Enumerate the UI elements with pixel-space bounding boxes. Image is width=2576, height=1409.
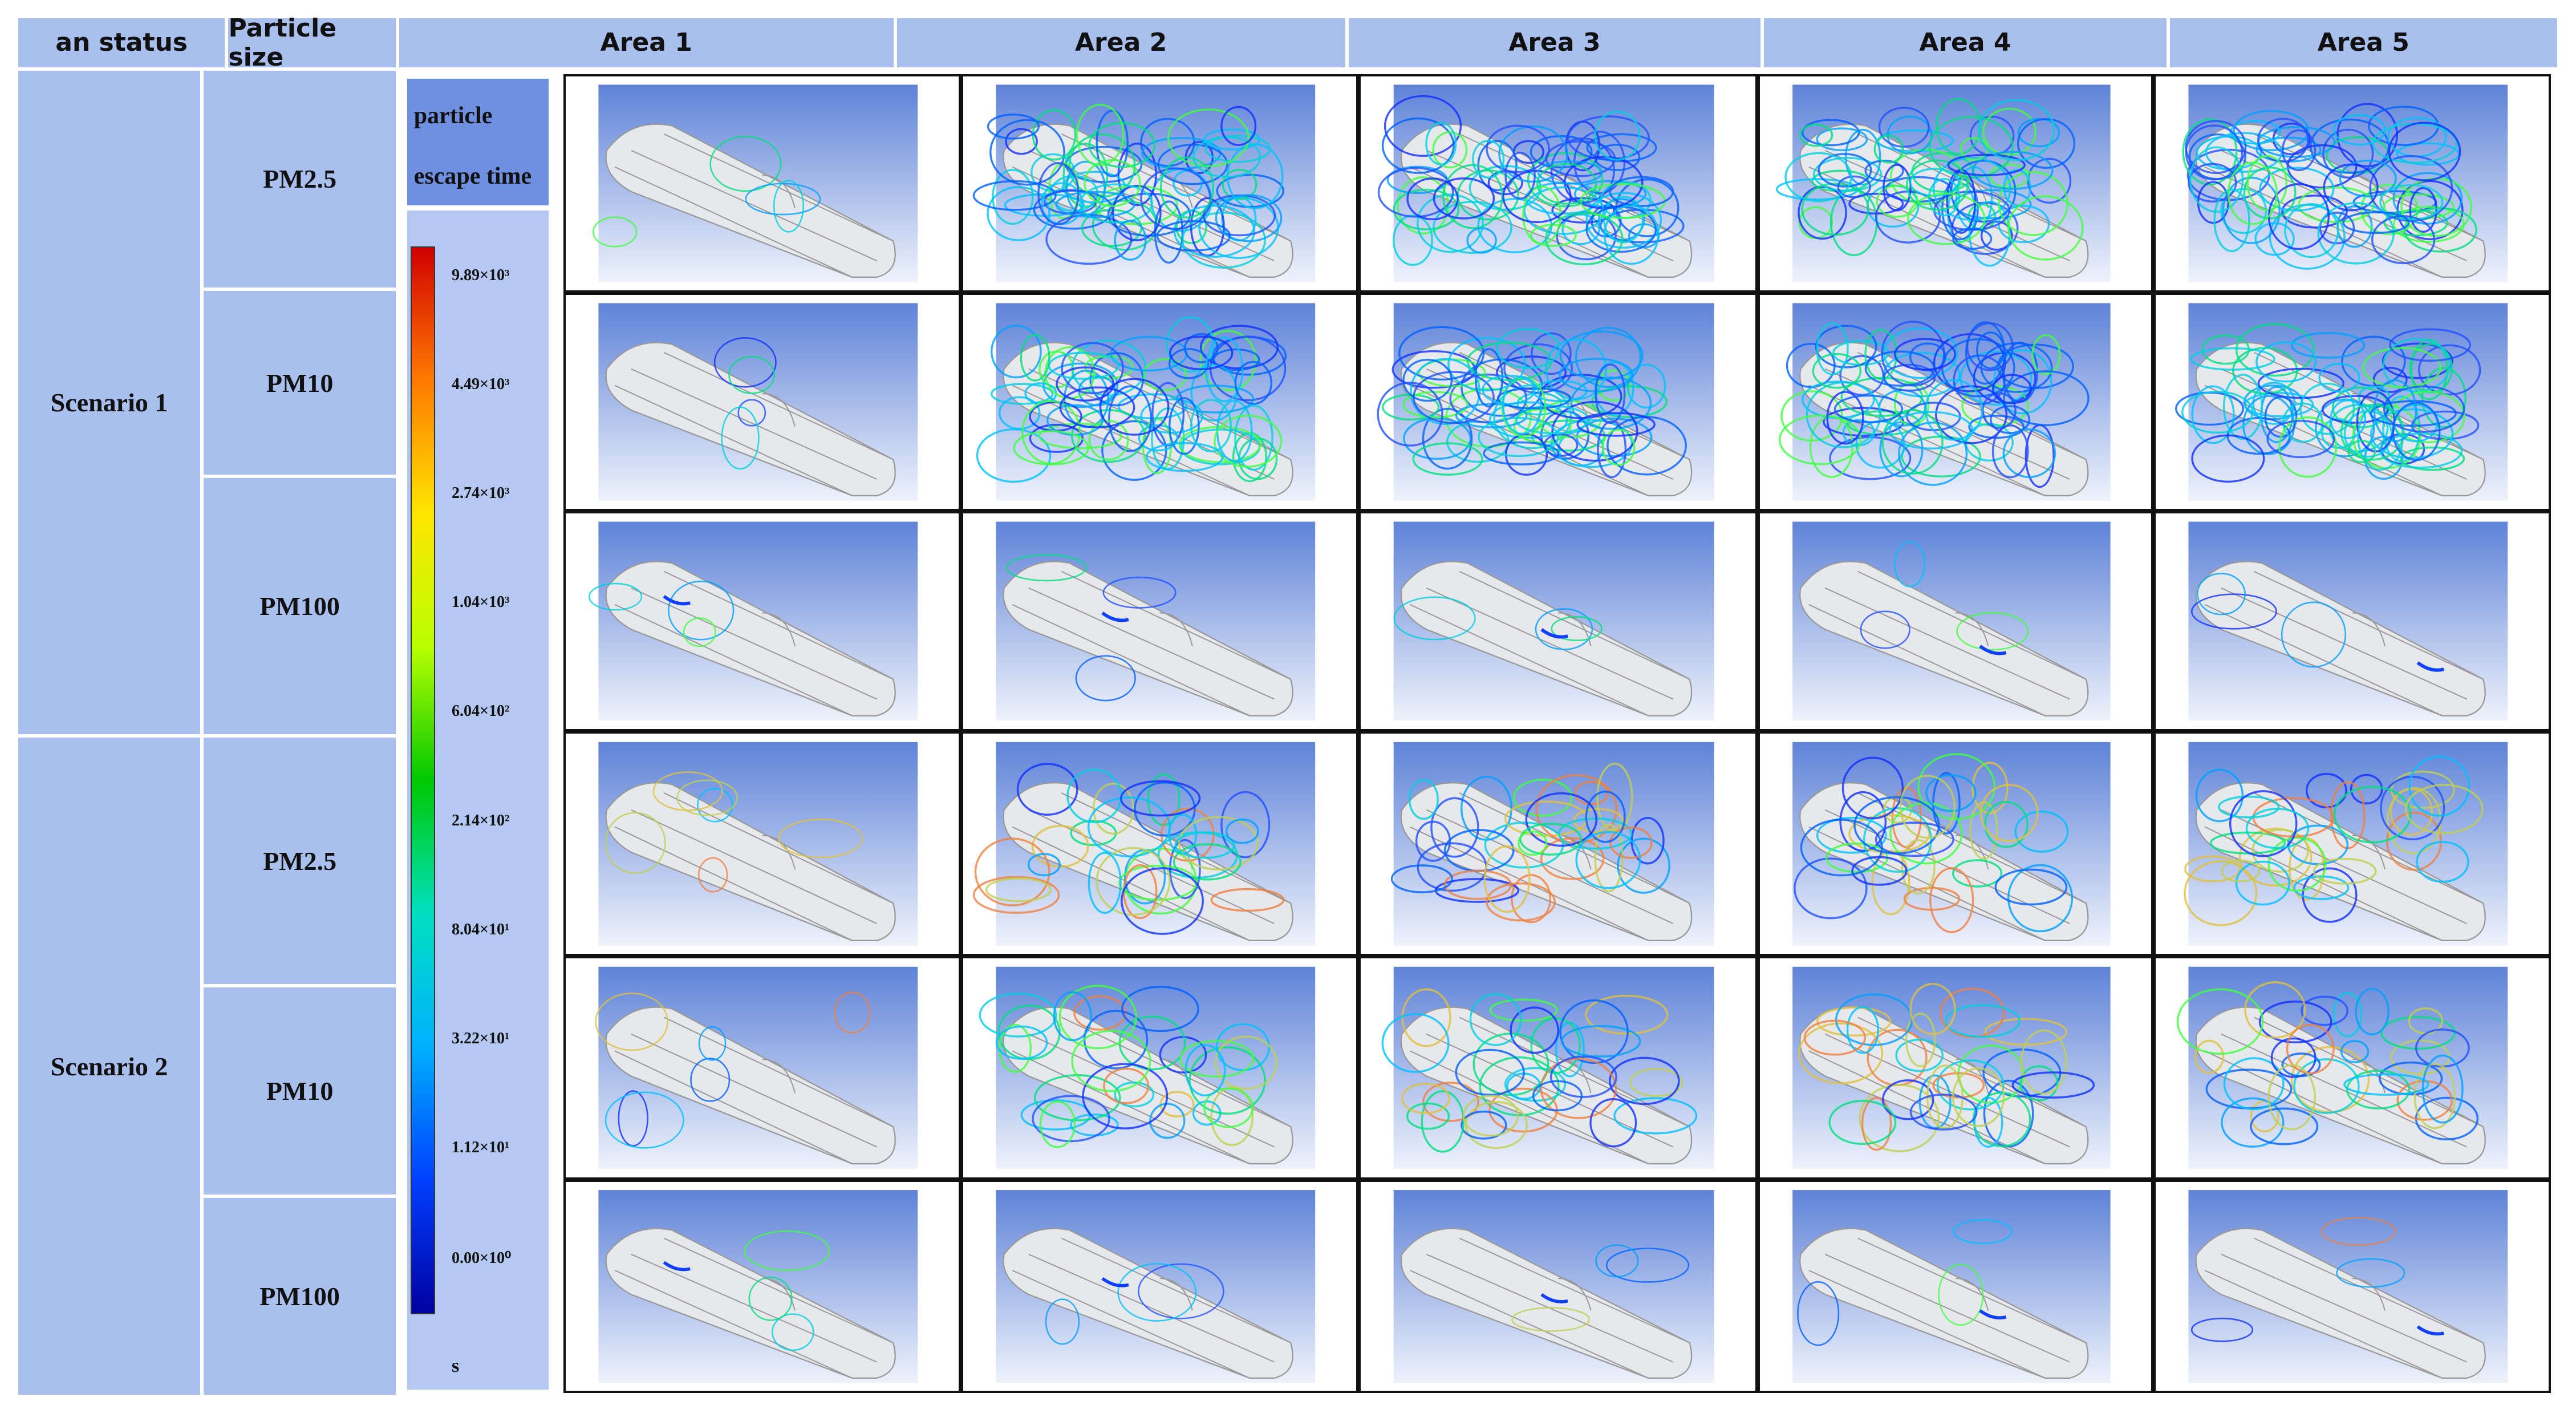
legend-title: escape time (413, 163, 532, 190)
column-header: Area 1 (397, 16, 895, 69)
particle-size-label: PM2.5 (202, 736, 397, 986)
flow-visualization (1775, 84, 2111, 282)
simulation-image (2153, 511, 2551, 731)
simulation-image (563, 511, 961, 731)
simulation-image (1358, 1179, 1758, 1394)
colorbar-tick-label: 9.89×10³ (452, 266, 510, 284)
flow-visualization (1792, 521, 2111, 721)
flow-visualization (598, 742, 918, 946)
simulation-image (1358, 292, 1758, 511)
colorbar (411, 246, 436, 1314)
flow-visualization (2188, 1189, 2508, 1383)
simulation-image (1757, 74, 2153, 293)
legend-title-box (407, 79, 549, 205)
flow-visualization (976, 303, 1315, 501)
flow-visualization (588, 521, 918, 721)
simulation-image (1757, 731, 2153, 957)
particle-size-label: PM2.5 (202, 68, 397, 289)
particle-size-label: PM10 (202, 289, 397, 477)
simulation-image (1757, 511, 2153, 731)
colorbar-tick-label: 8.04×10¹ (452, 920, 510, 938)
flow-visualization (1381, 966, 1714, 1169)
simulation-image (563, 1179, 961, 1394)
particle-size-label: PM10 (202, 986, 397, 1196)
column-header: Particle size (226, 14, 397, 72)
simulation-image (1358, 731, 1758, 957)
simulation-image (2153, 74, 2551, 293)
colorbar-tick-label: 1.12×10¹ (452, 1139, 510, 1157)
legend-title: particle (413, 102, 493, 129)
simulation-image (960, 74, 1358, 293)
simulation-image (2153, 956, 2551, 1180)
simulation-image (563, 956, 961, 1180)
flow-visualization (1792, 1189, 2111, 1383)
colorbar-tick-label: 0.00×10⁰ (452, 1249, 512, 1267)
colorbar-tick-label: 4.49×10³ (452, 375, 510, 393)
flow-visualization (1393, 1189, 1714, 1383)
flow-visualization (1778, 303, 2111, 501)
colorbar-tick-label: 3.22×10¹ (452, 1030, 510, 1048)
column-header: Area 3 (1346, 16, 1763, 69)
simulation-image (960, 731, 1358, 957)
simulation-image (563, 731, 961, 957)
flow-visualization (598, 1189, 918, 1383)
particle-size-label: PM100 (202, 1196, 397, 1396)
flow-visualization (2182, 84, 2508, 282)
simulation-image (960, 956, 1358, 1180)
simulation-image (1358, 956, 1758, 1180)
flow-visualization (598, 303, 918, 501)
flow-visualization (2175, 303, 2508, 501)
simulation-image (1358, 74, 1758, 293)
colorbar-tick-label: 1.04×10³ (452, 593, 510, 612)
colorbar-tick-label: 2.74×10³ (452, 484, 510, 503)
flow-visualization (1792, 966, 2111, 1169)
flow-visualization (979, 966, 1315, 1169)
column-header: an status (16, 16, 227, 69)
flow-visualization (1390, 742, 1714, 946)
simulation-image (1757, 292, 2153, 511)
flow-visualization (592, 84, 918, 282)
flow-visualization (2188, 521, 2508, 721)
simulation-image (960, 1179, 1358, 1394)
column-header: Area 2 (895, 16, 1347, 69)
flow-visualization (1377, 84, 1714, 282)
flow-visualization (1377, 303, 1714, 501)
column-header: Area 4 (1762, 16, 2168, 69)
simulation-image (563, 74, 961, 293)
simulation-image (2153, 731, 2551, 957)
simulation-image (1358, 511, 1758, 731)
simulation-image (960, 511, 1358, 731)
flow-visualization (595, 966, 918, 1169)
flow-visualization (1792, 742, 2111, 946)
simulation-image (1757, 1179, 2153, 1394)
colorbar-tick-label: 2.14×10² (452, 811, 510, 829)
simulation-image (2153, 1179, 2551, 1394)
colorbar-unit: s (452, 1355, 460, 1376)
simulation-image (960, 292, 1358, 511)
flow-visualization (996, 1189, 1315, 1383)
simulation-image (2153, 292, 2551, 511)
flow-visualization (2176, 966, 2508, 1169)
scenario-label: Scenario 1 (16, 68, 202, 736)
particle-size-label: PM100 (202, 476, 397, 736)
flow-visualization (996, 521, 1315, 721)
flow-visualization (1393, 521, 1714, 721)
flow-visualization (972, 84, 1315, 282)
column-header: Area 5 (2168, 16, 2559, 69)
scenario-label: Scenario 2 (16, 736, 202, 1396)
flow-visualization (2183, 742, 2508, 946)
simulation-image (1757, 956, 2153, 1180)
flow-visualization (972, 742, 1315, 946)
simulation-image (563, 292, 961, 511)
colorbar-tick-label: 6.04×10² (452, 702, 510, 720)
